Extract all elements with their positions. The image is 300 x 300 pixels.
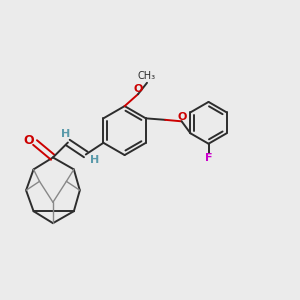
- Text: O: O: [134, 84, 143, 94]
- Text: O: O: [178, 112, 187, 122]
- Text: O: O: [23, 134, 34, 147]
- Text: F: F: [206, 153, 213, 163]
- Text: H: H: [90, 155, 99, 166]
- Text: CH₃: CH₃: [138, 71, 156, 81]
- Text: H: H: [61, 129, 70, 139]
